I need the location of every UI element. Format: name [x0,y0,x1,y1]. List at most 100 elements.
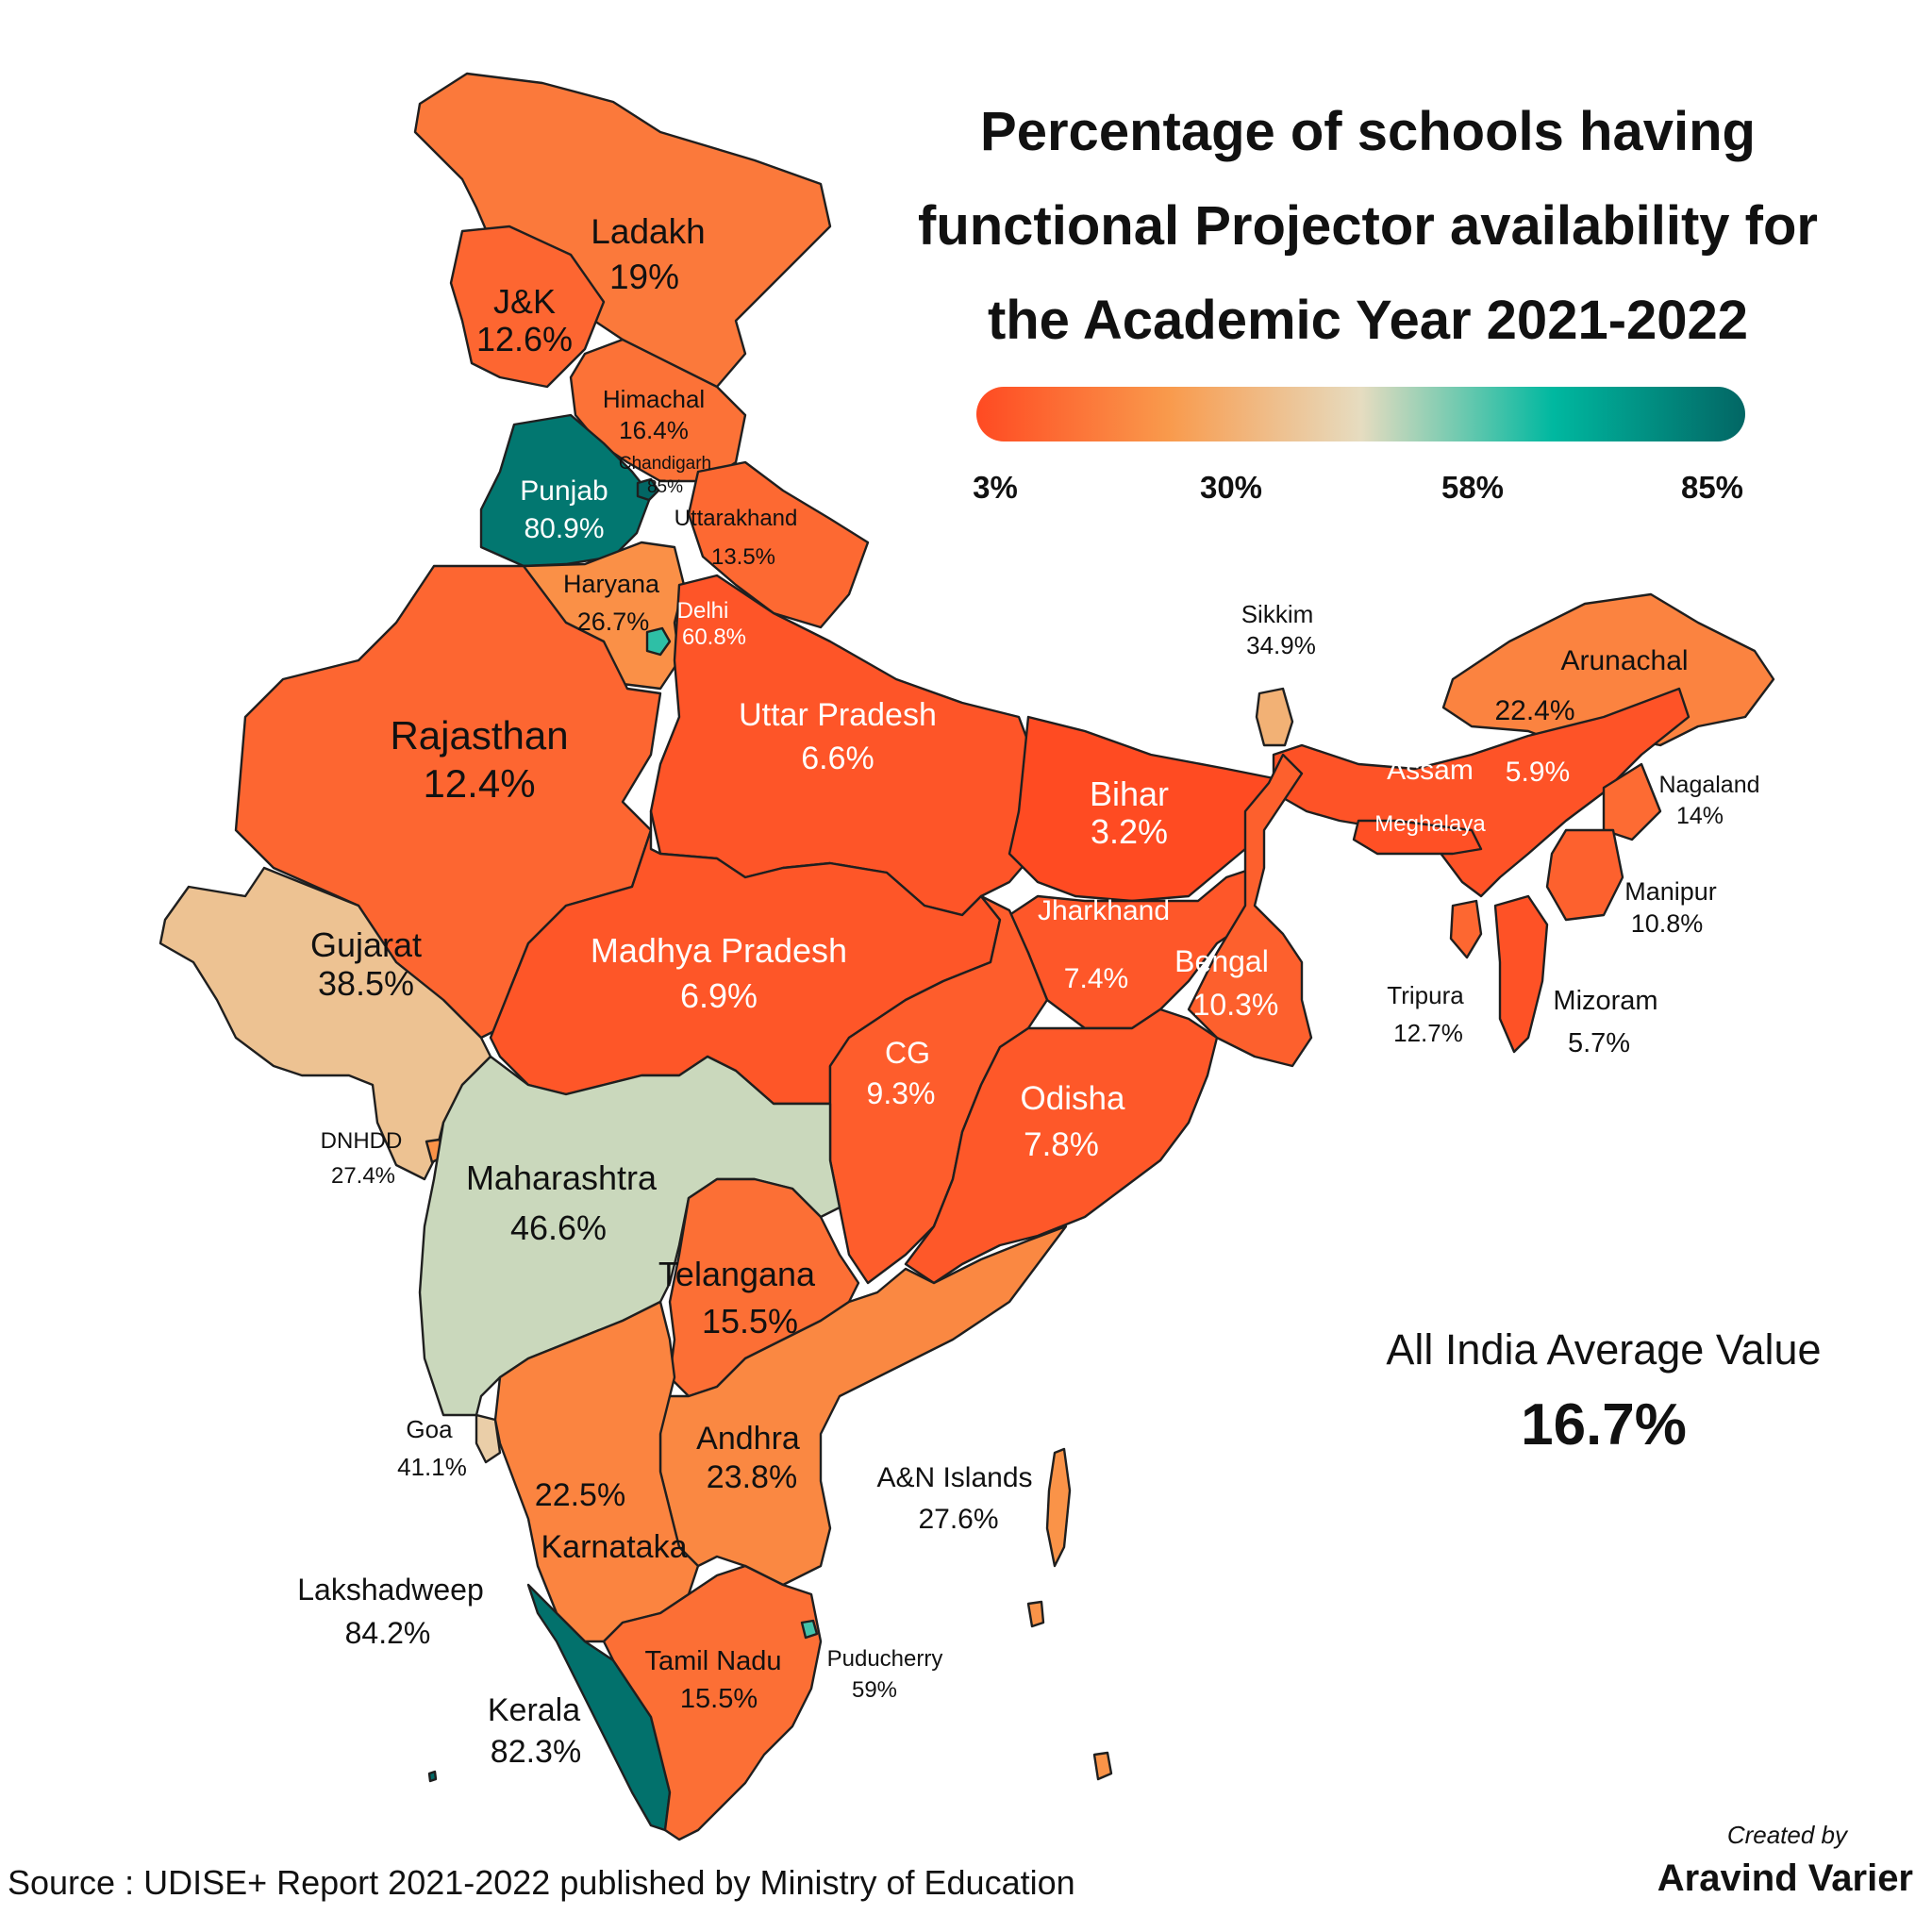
label-jharkhand-value: 7.4% [1064,963,1128,994]
label-bengal-name: Bengal [1174,944,1269,978]
legend-tick-3: 58% [1441,470,1505,505]
region-manipur[interactable] [1545,828,1624,922]
label-nagaland-name: Nagaland [1658,772,1759,798]
label-andhra-name: Andhra [696,1421,800,1457]
label-up-value: 6.6% [801,741,874,776]
color-legend: 3% 30% 58% 85% [973,387,1745,526]
region-arunachal[interactable] [1441,592,1775,747]
credit-prefix: Created by [1726,1821,1847,1849]
label-maharashtra-value: 46.6% [510,1208,607,1247]
region-mizoram[interactable] [1493,894,1549,1054]
label-chandigarh-name: Chandigarh [619,454,711,474]
region-karnataka[interactable] [493,1300,700,1643]
legend-gradient-bar [976,387,1745,441]
label-nagaland-value: 14% [1676,803,1724,829]
region-an-islands-1[interactable] [1045,1447,1072,1568]
label-telangana-name: Telangana [658,1255,816,1293]
label-assam-value: 5.9% [1506,757,1570,788]
label-chandigarh-value: 85% [647,477,683,497]
label-jk-name: J&K [493,282,556,321]
label-kerala-value: 82.3% [491,1734,581,1770]
legend-tick-max: 85% [1680,470,1744,505]
label-meghalaya-name: Meghalaya [1374,811,1486,837]
average-value: 16.7% [1521,1392,1687,1457]
label-ladakh-value: 19% [609,258,679,296]
title-line-2: functional Projector availability for [918,195,1818,257]
average-label: All India Average Value [1386,1325,1822,1374]
label-bengal-value: 10.3% [1193,988,1279,1022]
label-himachal-value: 16.4% [619,416,689,444]
region-sikkim[interactable] [1255,687,1294,747]
label-himachal-name: Himachal [603,385,705,413]
label-uttarakhand-name: Uttarakhand [675,506,798,531]
label-uttarakhand-value: 13.5% [711,544,775,570]
label-gujarat-name: Gujarat [310,925,422,964]
label-goa-name: Goa [406,1415,453,1443]
region-odisha[interactable] [904,1008,1219,1285]
region-bengal[interactable] [1187,753,1313,1068]
label-dnhdd-name: DNHDD [321,1128,403,1154]
label-tamilnadu-value: 15.5% [680,1684,758,1714]
label-tripura-value: 12.7% [1393,1019,1463,1047]
label-puducherry-value: 59% [852,1677,897,1703]
region-an-islands-3[interactable] [1092,1751,1113,1781]
region-tripura[interactable] [1449,899,1483,959]
region-tamilnadu[interactable] [602,1564,823,1841]
region-chandigarh[interactable] [636,477,660,502]
label-telangana-value: 15.5% [702,1302,798,1341]
map-title: Percentage of schools having functional … [849,85,1887,368]
label-mizoram-name: Mizoram [1553,986,1657,1016]
label-gujarat-value: 38.5% [318,964,414,1003]
label-jk-value: 12.6% [476,320,573,358]
label-rajasthan-value: 12.4% [423,761,535,806]
label-delhi-name: Delhi [677,598,729,624]
label-bihar-value: 3.2% [1091,812,1168,851]
label-punjab-value: 80.9% [524,513,604,544]
region-an-islands-2[interactable] [1026,1600,1045,1628]
label-sikkim-value: 34.9% [1246,631,1316,659]
label-an-value: 27.6% [918,1504,998,1535]
label-cg-value: 9.3% [867,1076,936,1110]
label-manipur-value: 10.8% [1631,909,1704,938]
region-puducherry[interactable] [800,1619,819,1640]
region-lakshadweep[interactable] [427,1770,438,1783]
region-nagaland[interactable] [1602,762,1662,841]
label-tripura-name: Tripura [1387,981,1464,1009]
label-lakshadweep-value: 84.2% [345,1616,431,1650]
label-bihar-name: Bihar [1090,774,1169,813]
label-manipur-name: Manipur [1624,877,1717,906]
label-odisha-value: 7.8% [1024,1126,1099,1163]
region-meghalaya[interactable] [1352,819,1483,856]
label-goa-value: 41.1% [397,1453,467,1481]
region-jk[interactable] [449,225,606,389]
label-delhi-value: 60.8% [682,625,746,650]
region-goa[interactable] [475,1413,502,1464]
label-cg-name: CG [885,1036,930,1070]
label-odisha-name: Odisha [1021,1080,1125,1117]
label-karnataka-value: 22.5% [535,1477,625,1513]
label-puducherry-name: Puducherry [827,1646,943,1672]
region-uttarakhand[interactable] [687,460,870,629]
region-gujarat[interactable] [158,866,492,1181]
label-assam-name: Assam [1387,755,1474,786]
label-up-name: Uttar Pradesh [739,697,937,733]
all-india-average: All India Average Value 16.7% [1340,1325,1868,1458]
label-andhra-value: 23.8% [707,1459,797,1495]
label-an-name: A&N Islands [876,1462,1032,1493]
label-mizoram-value: 5.7% [1568,1028,1630,1058]
region-delhi[interactable] [645,626,672,657]
label-meghalaya-value: 5% [1407,862,1441,888]
label-mp-value: 6.9% [680,976,758,1015]
label-arunachal-value: 22.4% [1494,695,1574,726]
label-rajasthan-name: Rajasthan [390,713,568,758]
source-note: Source : UDISE+ Report 2021-2022 publish… [8,1863,1075,1902]
region-cg[interactable] [828,894,1049,1285]
label-mp-name: Madhya Pradesh [591,931,847,970]
label-dnhdd-value: 27.4% [331,1163,395,1189]
label-sikkim-name: Sikkim [1241,600,1314,628]
region-andhra[interactable] [658,1224,1068,1587]
label-tamilnadu-name: Tamil Nadu [644,1646,781,1676]
label-kerala-name: Kerala [488,1692,580,1728]
region-bihar[interactable] [1008,715,1275,903]
